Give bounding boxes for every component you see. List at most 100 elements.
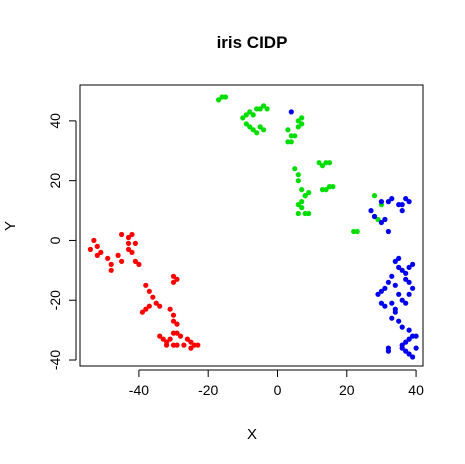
x-tick-label: -40: [129, 382, 149, 398]
data-point: [223, 94, 228, 99]
y-tick-label: -40: [47, 350, 63, 370]
data-point: [289, 109, 294, 114]
data-point: [171, 313, 176, 318]
data-point: [403, 271, 408, 276]
data-point: [119, 259, 124, 264]
data-point: [105, 256, 110, 261]
y-tick-label: 0: [47, 236, 63, 244]
data-point: [296, 124, 301, 129]
data-point: [133, 241, 138, 246]
data-point: [296, 172, 301, 177]
x-axis-label: X: [247, 426, 257, 443]
x-tick-label: 40: [408, 382, 424, 398]
data-point: [126, 247, 131, 252]
data-point: [126, 241, 131, 246]
data-point: [143, 283, 148, 288]
data-point: [299, 187, 304, 192]
data-point: [393, 283, 398, 288]
y-axis-label: Y: [2, 221, 19, 231]
data-point: [109, 262, 114, 267]
data-point: [389, 196, 394, 201]
chart-title: iris CIDP: [217, 33, 288, 52]
data-point: [157, 304, 162, 309]
data-point: [400, 325, 405, 330]
data-point: [396, 319, 401, 324]
data-point: [379, 199, 384, 204]
y-tick-label: 40: [47, 113, 63, 129]
data-point: [109, 268, 114, 273]
data-point: [296, 211, 301, 216]
data-point: [386, 349, 391, 354]
data-point: [375, 292, 380, 297]
data-point: [368, 208, 373, 213]
y-tick-label: 20: [47, 173, 63, 189]
x-axis: -40 -20 0 20 40: [129, 370, 424, 398]
data-point: [168, 337, 173, 342]
y-tick-label: -20: [47, 290, 63, 310]
data-point: [355, 229, 360, 234]
data-point: [372, 214, 377, 219]
data-point: [171, 280, 176, 285]
x-tick-label: 0: [274, 382, 282, 398]
data-point: [178, 334, 183, 339]
data-point: [396, 256, 401, 261]
data-point: [119, 232, 124, 237]
data-point: [150, 295, 155, 300]
data-point: [407, 199, 412, 204]
data-point: [136, 262, 141, 267]
data-point: [386, 280, 391, 285]
data-point: [410, 262, 415, 267]
data-point: [400, 208, 405, 213]
data-point: [174, 322, 179, 327]
data-point: [403, 301, 408, 306]
data-point: [414, 346, 419, 351]
data-point: [389, 301, 394, 306]
data-point: [188, 346, 193, 351]
data-point: [91, 238, 96, 243]
data-point: [386, 229, 391, 234]
data-point: [299, 115, 304, 120]
data-point: [181, 343, 186, 348]
data-point: [195, 343, 200, 348]
data-point: [303, 193, 308, 198]
data-point: [292, 133, 297, 138]
data-point: [296, 178, 301, 183]
data-point: [292, 166, 297, 171]
data-point: [129, 232, 134, 237]
data-point: [116, 253, 121, 258]
data-point: [414, 334, 419, 339]
data-point: [164, 343, 169, 348]
data-point: [407, 328, 412, 333]
data-point: [88, 247, 93, 252]
data-point: [171, 343, 176, 348]
data-point: [382, 304, 387, 309]
data-point: [140, 310, 145, 315]
data-point: [396, 292, 401, 297]
data-point: [261, 127, 266, 132]
data-point: [289, 139, 294, 144]
x-tick-label: 20: [339, 382, 355, 398]
data-point: [147, 289, 152, 294]
data-point: [254, 130, 259, 135]
data-point: [382, 217, 387, 222]
y-axis: -40 -20 0 20 40: [47, 113, 76, 370]
data-point: [285, 127, 290, 132]
data-point: [393, 310, 398, 315]
data-point: [95, 253, 100, 258]
data-point: [389, 274, 394, 279]
data-point: [251, 112, 256, 117]
x-tick-label: -20: [198, 382, 218, 398]
data-point: [265, 106, 270, 111]
data-point: [168, 307, 173, 312]
data-point: [407, 292, 412, 297]
data-point: [372, 193, 377, 198]
data-point: [327, 160, 332, 165]
data-point: [410, 286, 415, 291]
data-point: [306, 211, 311, 216]
data-point: [400, 202, 405, 207]
data-point: [389, 316, 394, 321]
data-point: [407, 280, 412, 285]
data-point: [299, 205, 304, 210]
data-points: [88, 94, 419, 359]
